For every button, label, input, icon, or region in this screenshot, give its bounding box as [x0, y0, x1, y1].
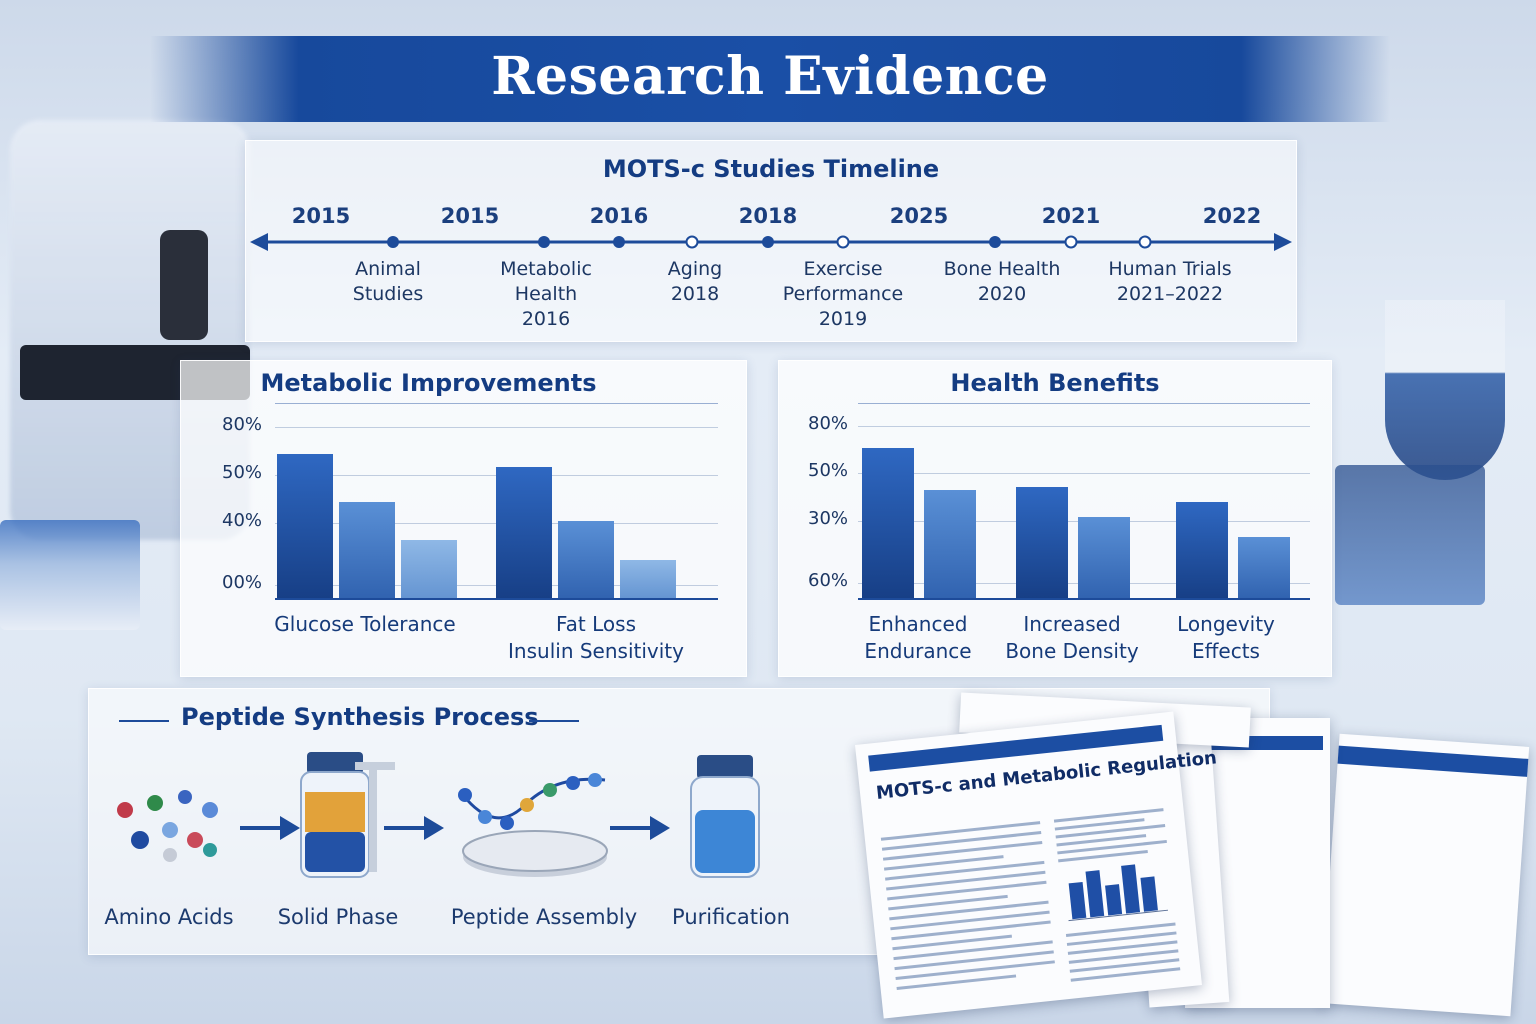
- chart-bar: [1238, 536, 1290, 598]
- timeline-label: Aging 2018: [667, 258, 723, 305]
- timeline-label: Bone Health 2020: [943, 258, 1061, 305]
- x-axis-line: [858, 598, 1310, 600]
- synthesis-step-label: Purification: [672, 905, 790, 929]
- x-axis-label: Longevity Effects: [1177, 612, 1275, 663]
- x-axis-label: Enhanced Endurance: [864, 612, 972, 663]
- header-banner: Research Evidence: [150, 36, 1390, 122]
- paper-back-4: [1320, 733, 1530, 1017]
- paper-text-line: [882, 840, 1043, 861]
- solid-phase-icon: [300, 752, 395, 878]
- paper-text-line: [886, 870, 1046, 891]
- chart-bar: [401, 540, 457, 598]
- y-tick-label: 40%: [222, 510, 263, 531]
- paper-text-line: [881, 831, 1042, 851]
- purification-icon: [690, 755, 760, 878]
- timeline-year: 2018: [738, 204, 798, 228]
- timeline-marker: [1064, 235, 1078, 249]
- paper-text-line: [887, 880, 1047, 901]
- chart-bar: [496, 467, 552, 598]
- timeline-label: Exercise Performance 2019: [782, 258, 904, 330]
- right-arrow-icon: [610, 813, 672, 847]
- paper-text-line: [1053, 808, 1164, 823]
- metabolic-panel: Metabolic Improvements: [180, 360, 747, 677]
- timeline-year: 2016: [589, 204, 649, 228]
- chart-bar: [277, 454, 333, 598]
- chart-bar: [558, 521, 614, 598]
- timeline-year: 2015: [291, 204, 351, 228]
- timeline-year: 2022: [1202, 204, 1262, 228]
- page-title: Research Evidence: [491, 46, 1049, 107]
- title-underline: [275, 403, 718, 404]
- x-axis-label: Glucose Tolerance: [274, 612, 456, 636]
- gridline: [275, 427, 718, 428]
- timeline-marker: [836, 235, 850, 249]
- chart-bar: [1016, 486, 1068, 598]
- synthesis-step-label: Solid Phase: [277, 905, 399, 929]
- test-tube-rack-left: [0, 520, 140, 630]
- title-underline: [858, 403, 1310, 404]
- timeline-marker: [387, 236, 399, 248]
- timeline-marker: [685, 235, 699, 249]
- paper-text-line: [894, 950, 1054, 971]
- health-title: Health Benefits: [950, 369, 1160, 397]
- test-tube-rack-right: [1335, 465, 1485, 605]
- timeline-label: Metabolic Health 2016: [500, 258, 592, 330]
- timeline-year: 2025: [889, 204, 949, 228]
- timeline-marker: [989, 236, 1001, 248]
- right-arrow-icon: [384, 813, 446, 847]
- paper-text-line: [890, 910, 1050, 931]
- right-arrow-icon: [240, 813, 302, 847]
- chart-bar: [339, 502, 395, 598]
- synthesis-step-label: Peptide Assembly: [450, 905, 638, 929]
- paper-text-line: [880, 821, 1041, 841]
- paper-text-line: [895, 960, 1055, 981]
- gridline: [858, 426, 1310, 427]
- amino-acids-icon: [117, 790, 218, 862]
- timeline-label: Animal Studies: [352, 258, 424, 305]
- y-tick-label: 60%: [808, 570, 849, 591]
- synthesis-title: Peptide Synthesis Process: [181, 703, 539, 731]
- timeline-marker: [762, 236, 774, 248]
- chart-bar: [1176, 502, 1228, 598]
- timeline-year: 2015: [440, 204, 500, 228]
- paper-text-line: [885, 860, 1045, 881]
- chart-bar: [862, 448, 914, 598]
- paper-front: MOTS-c and Metabolic Regulation: [855, 711, 1218, 1019]
- y-tick-label: 50%: [222, 462, 263, 483]
- synthesis-rule-left: [119, 720, 169, 722]
- x-axis-label: Fat Loss Insulin Sensitivity: [508, 612, 684, 663]
- paper-text-line: [893, 940, 1053, 961]
- timeline-year: 2021: [1041, 204, 1101, 228]
- timeline-marker: [1138, 235, 1152, 249]
- chart-bar: [620, 559, 676, 598]
- y-tick-label: 30%: [808, 508, 849, 529]
- metabolic-title: Metabolic Improvements: [260, 369, 597, 397]
- timeline-marker: [613, 236, 625, 248]
- y-tick-label: 00%: [222, 572, 263, 593]
- x-axis-label: Increased Bone Density: [1005, 612, 1139, 663]
- chart-bar: [924, 490, 976, 598]
- timeline-marker: [538, 236, 550, 248]
- timeline-title: MOTS-c Studies Timeline: [602, 155, 940, 183]
- gridline: [858, 473, 1310, 474]
- timeline-label: Human Trials 2021–2022: [1108, 258, 1232, 305]
- y-tick-label: 80%: [222, 414, 263, 435]
- y-tick-label: 80%: [808, 413, 849, 434]
- flask-icon: [1385, 300, 1505, 480]
- peptide-assembly-icon: [458, 773, 608, 877]
- chart-bar: [1078, 517, 1130, 598]
- microscope-lens-icon: [160, 230, 208, 340]
- x-axis-line: [275, 598, 718, 600]
- synthesis-step-label: Amino Acids: [104, 905, 234, 929]
- paper-text-line: [889, 900, 1049, 921]
- synthesis-rule-right: [529, 720, 579, 722]
- y-tick-label: 50%: [808, 460, 849, 481]
- paper-mini-chart: [1068, 864, 1169, 922]
- paper-text-line: [891, 920, 1051, 941]
